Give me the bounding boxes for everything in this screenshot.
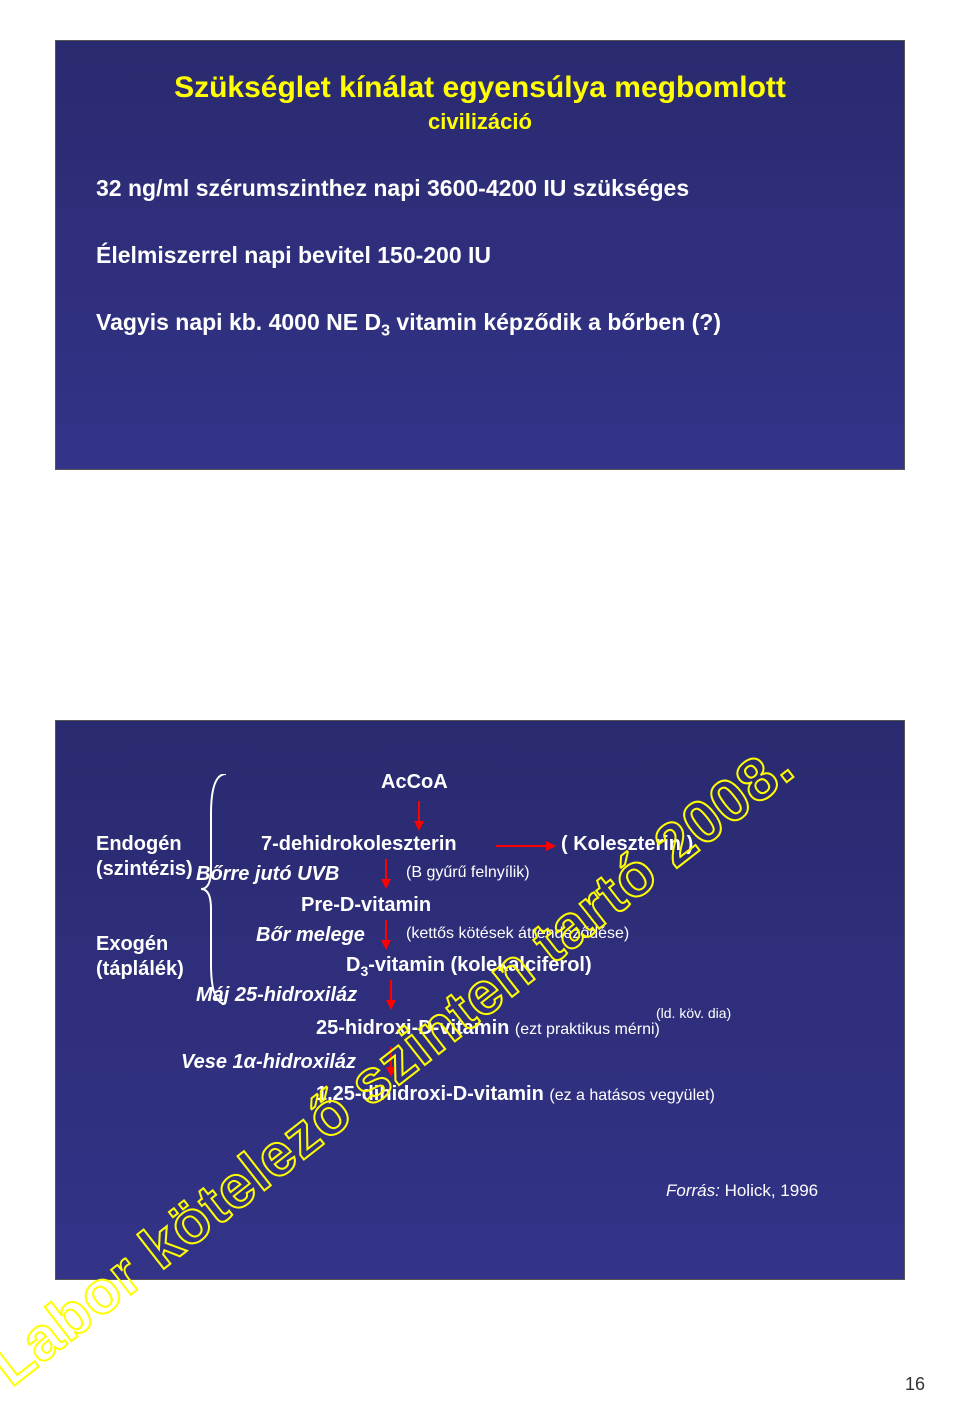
slide1-line1: 32 ng/ml szérumszinthez napi 3600-4200 I… [96, 175, 864, 202]
25oh-label: 25-hidroxi-D-vitamin (ezt praktikus mérn… [316, 1017, 660, 1040]
vese-label: Vese 1α-hidroxiláz [181, 1051, 356, 1074]
taplalek-label: (táplálék) [96, 958, 184, 981]
page-number: 16 [905, 1374, 925, 1395]
bgyuru-label: (B gyűrű felnyílik) [406, 864, 530, 882]
arrow-right-icon [546, 841, 556, 851]
accoa-label: AcCoA [381, 771, 448, 794]
slide1-line3b: vitamin képződik a bőrben (?) [390, 309, 721, 335]
arrow-down-icon [386, 1000, 396, 1010]
arrow-down-icon [414, 821, 424, 831]
slide-2: AcCoA Endogén (szintézis) 7-dehidrokoles… [55, 720, 905, 1280]
slide1-title: Szükséglet kínálat egyensúlya megbomlott [96, 71, 864, 105]
koleszterin-label: ( Koleszterin ) [561, 833, 693, 856]
maj-label: Máj 25-hidroxiláz [196, 984, 357, 1007]
szintezis-label: (szintézis) [96, 858, 193, 881]
slide1-line3: Vagyis napi kb. 4000 NE D3 vitamin képző… [96, 309, 864, 341]
uvb-label: Bőrre jutó UVB [196, 863, 339, 886]
brace-icon [201, 774, 231, 1004]
arrow-down-icon [386, 1067, 396, 1077]
slide1-line2: Élelmiszerrel napi bevitel 150-200 IU [96, 242, 864, 269]
slide1-subtitle: civilizáció [96, 109, 864, 135]
slide-1: Szükséglet kínálat egyensúlya megbomlott… [55, 40, 905, 470]
kettos-label: (kettős kötések átrendeződése) [406, 925, 629, 943]
ldkov-label: (ld. köv. dia) [656, 1005, 731, 1021]
arrow-down-icon [381, 879, 391, 889]
endogen-label: Endogén [96, 833, 182, 856]
arrow-down-icon [381, 940, 391, 950]
125oh-label: 1,25-dihidroxi-D-vitamin (ez a hatásos v… [316, 1083, 715, 1106]
pred-label: Pre-D-vitamin [301, 894, 431, 917]
d3-label: D3-vitamin (kolekalciferol) [346, 954, 592, 979]
bormeleg-label: Bőr melege [256, 924, 365, 947]
vitamin-d-pathway-diagram: AcCoA Endogén (szintézis) 7-dehidrokoles… [96, 751, 864, 1239]
dhc-label: 7-dehidrokoleszterin [261, 833, 457, 856]
exogen-label: Exogén [96, 933, 168, 956]
slide1-line3a: Vagyis napi kb. 4000 NE D [96, 309, 381, 335]
source-label: Forrás: Holick, 1996 [666, 1181, 818, 1201]
